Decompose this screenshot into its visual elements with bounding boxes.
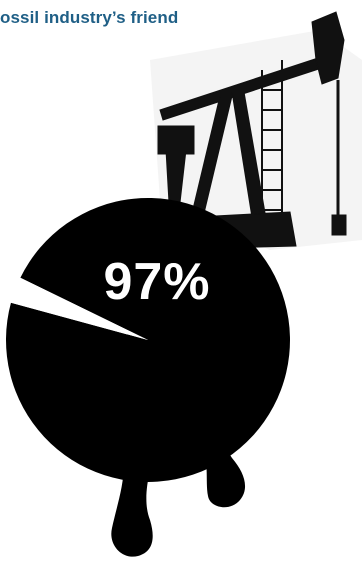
pie-slice-1	[10, 277, 149, 340]
horse-head	[311, 11, 345, 85]
oil-drips	[111, 430, 246, 557]
counterweight	[157, 125, 195, 155]
ladder	[261, 60, 283, 235]
drip-1	[111, 440, 160, 557]
drip-2	[200, 430, 246, 508]
page-title: ossil industry’s friend	[0, 8, 179, 27]
oil-pie	[5, 198, 290, 483]
percentage-label: 97%	[103, 253, 211, 311]
pie-slice-0	[5, 198, 290, 483]
